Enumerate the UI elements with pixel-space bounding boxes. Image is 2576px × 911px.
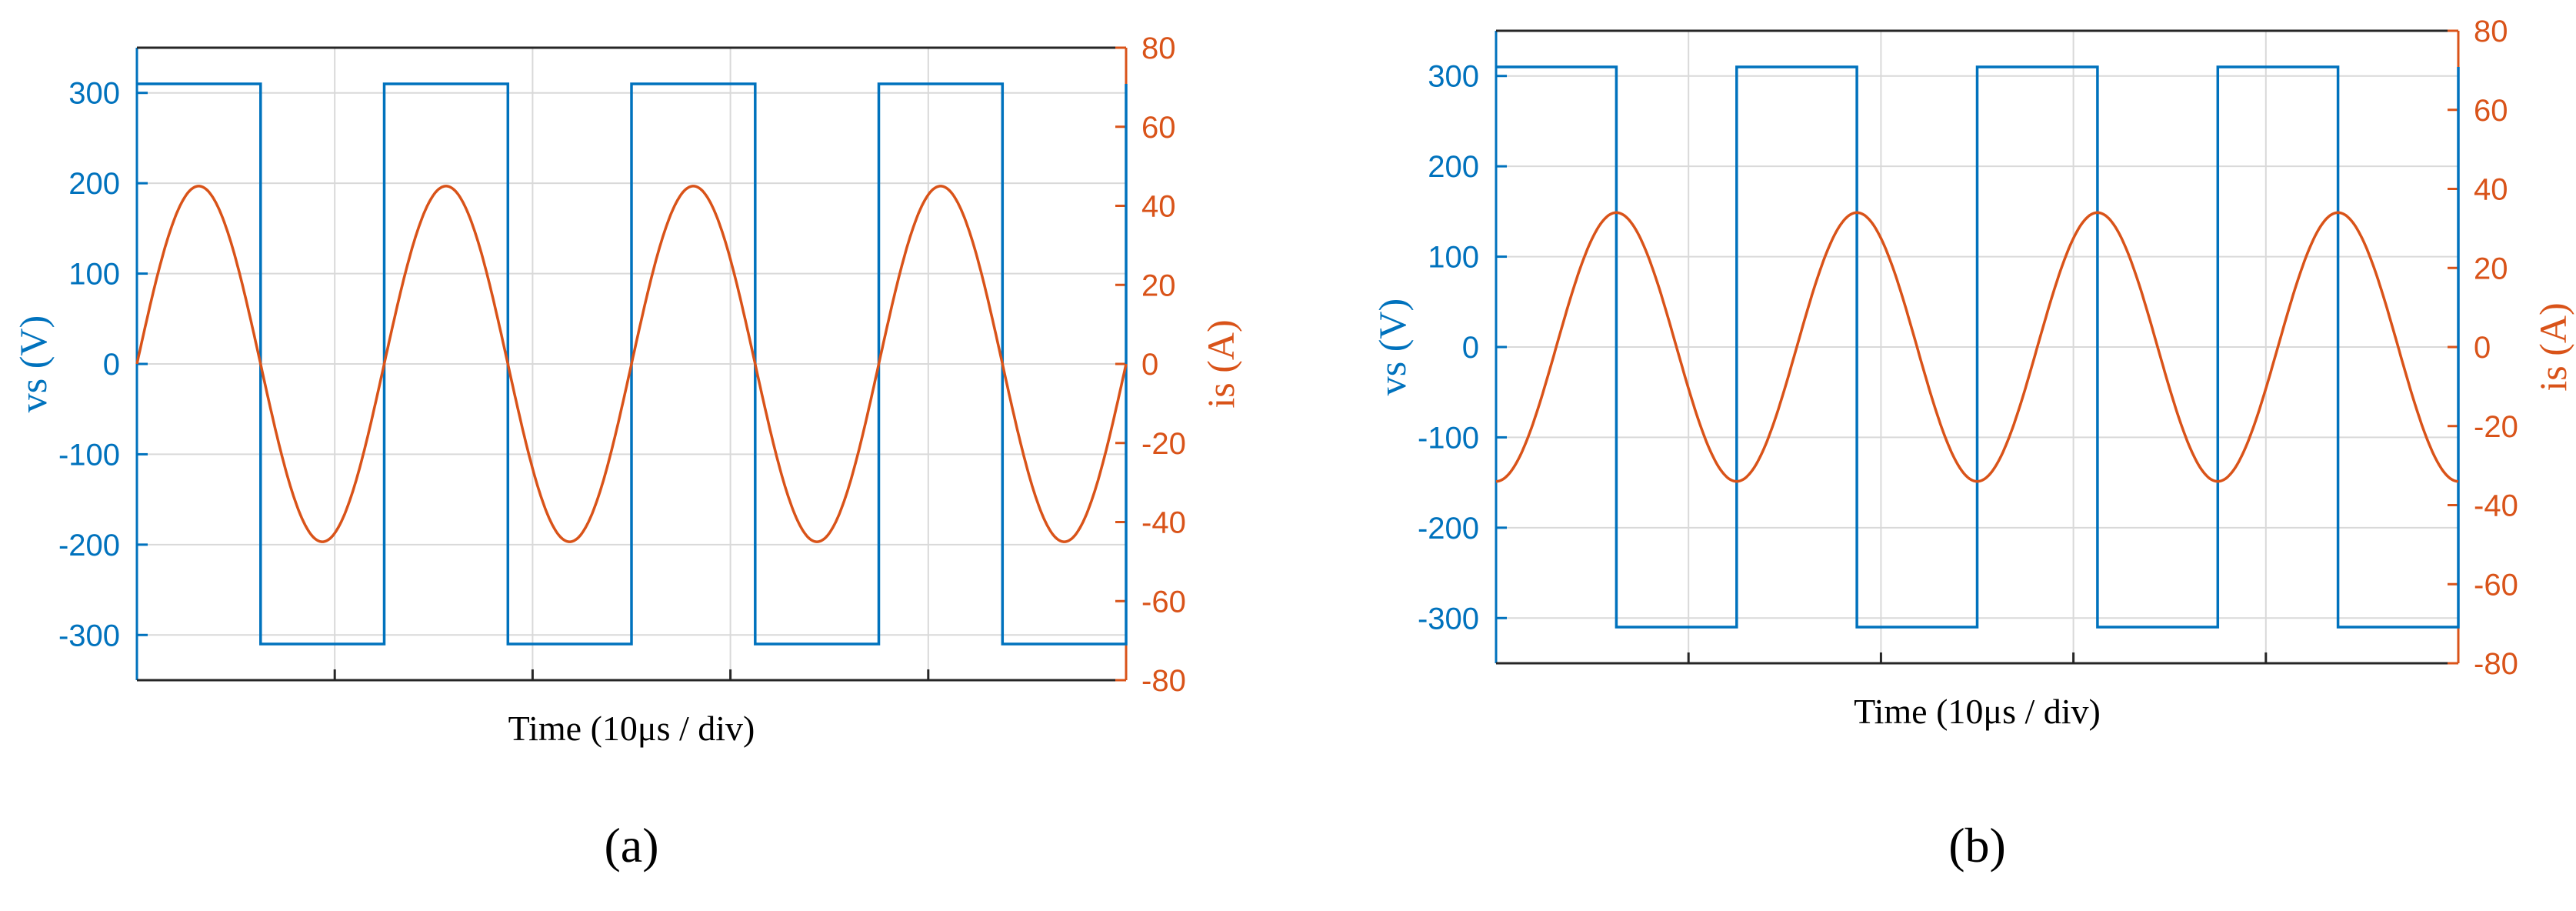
y-left-tick-label: -300 [1418, 602, 1479, 636]
y-right-tick-label: -20 [2474, 410, 2518, 444]
y-left-tick-label: -200 [58, 529, 120, 562]
y-left-tick-label: 0 [103, 348, 120, 382]
chart-panel-b: 3002001000-100-200-300806040200-20-40-60… [1371, 15, 2574, 873]
y-right-tick-label: 20 [2474, 252, 2508, 285]
y-left-tick-label: -300 [58, 619, 120, 652]
y-right-tick-label: -80 [1141, 664, 1186, 698]
y-right-tick-label: 0 [2474, 331, 2491, 365]
y-left-tick-label: -100 [58, 438, 120, 472]
y-right-tick-label: 60 [2474, 94, 2508, 128]
y-right-tick-label: 40 [2474, 173, 2508, 207]
y-left-tick-label: 100 [1428, 241, 1479, 275]
current-series-line [135, 185, 1128, 543]
y-left-tick-label: 300 [1428, 60, 1479, 94]
current-series-line [1495, 211, 2459, 483]
x-axis-label: Time (10μs / div) [508, 709, 755, 748]
y-right-tick-label: 0 [1141, 348, 1158, 382]
y-right-tick-label: 40 [1141, 190, 1176, 224]
y-right-tick-label: -20 [1141, 427, 1186, 461]
voltage-series-line [137, 82, 1128, 646]
y-left-axis-label: vs (V) [1371, 299, 1414, 395]
panel-label: (a) [604, 818, 658, 873]
y-left-tick-label: 300 [68, 77, 120, 111]
y-right-tick-label: -60 [1141, 585, 1186, 619]
y-left-axis-label: vs (V) [12, 315, 55, 412]
chart-panel-a: 3002001000-100-200-300806040200-20-40-60… [12, 32, 1242, 873]
y-right-tick-label: 60 [1141, 111, 1176, 145]
y-left-tick-label: 0 [1462, 331, 1479, 365]
y-right-tick-label: -80 [2474, 647, 2518, 681]
y-right-tick-label: 20 [1141, 269, 1176, 302]
y-right-axis-label: is (A) [1199, 319, 1242, 408]
y-right-axis-label: is (A) [2531, 302, 2574, 391]
x-axis-label: Time (10μs / div) [1854, 692, 2101, 731]
y-right-tick-label: 80 [2474, 15, 2508, 48]
y-left-tick-label: 200 [1428, 150, 1479, 184]
y-right-tick-label: -60 [2474, 568, 2518, 602]
y-right-tick-label: -40 [1141, 506, 1186, 540]
y-left-tick-label: 100 [68, 258, 120, 292]
panel-label: (b) [1948, 818, 2006, 873]
y-right-tick-label: 80 [1141, 32, 1176, 65]
y-left-tick-label: 200 [68, 167, 120, 201]
y-right-tick-label: -40 [2474, 489, 2518, 523]
y-left-tick-label: -100 [1418, 421, 1479, 455]
y-left-tick-label: -200 [1418, 512, 1479, 546]
voltage-series-line [1496, 65, 2460, 629]
